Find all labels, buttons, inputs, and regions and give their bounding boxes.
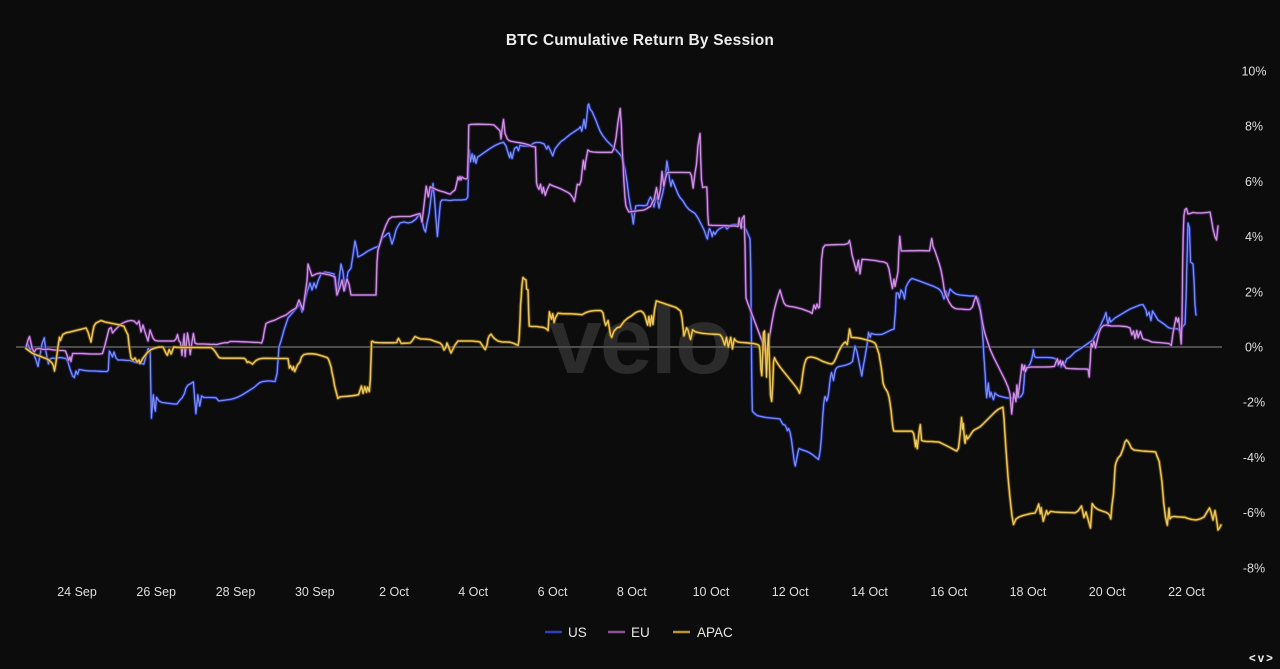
- svg-text:18 Oct: 18 Oct: [1010, 585, 1047, 599]
- svg-text:-6%: -6%: [1243, 506, 1265, 520]
- svg-text:28 Sep: 28 Sep: [216, 585, 256, 599]
- svg-text:-8%: -8%: [1243, 561, 1265, 575]
- svg-text:-2%: -2%: [1243, 396, 1265, 410]
- svg-text:14 Oct: 14 Oct: [851, 585, 888, 599]
- svg-text:US: US: [568, 625, 587, 640]
- svg-text:6%: 6%: [1245, 175, 1263, 189]
- svg-text:8 Oct: 8 Oct: [617, 585, 647, 599]
- svg-text:4%: 4%: [1245, 230, 1263, 244]
- svg-text:6 Oct: 6 Oct: [538, 585, 568, 599]
- svg-text:BTC Cumulative Return By Sessi: BTC Cumulative Return By Session: [506, 32, 774, 49]
- svg-text:20 Oct: 20 Oct: [1089, 585, 1126, 599]
- svg-text:30 Sep: 30 Sep: [295, 585, 335, 599]
- svg-text:26 Sep: 26 Sep: [136, 585, 176, 599]
- svg-text:22 Oct: 22 Oct: [1168, 585, 1205, 599]
- svg-text:EU: EU: [631, 625, 650, 640]
- svg-text:APAC: APAC: [697, 625, 733, 640]
- svg-text:24 Sep: 24 Sep: [57, 585, 97, 599]
- svg-text:8%: 8%: [1245, 120, 1263, 134]
- svg-text:10 Oct: 10 Oct: [693, 585, 730, 599]
- svg-text:4 Oct: 4 Oct: [458, 585, 488, 599]
- svg-text:-4%: -4%: [1243, 451, 1265, 465]
- svg-text:0%: 0%: [1245, 341, 1263, 355]
- svg-text:velo: velo: [549, 288, 731, 394]
- svg-text:2%: 2%: [1245, 285, 1263, 299]
- svg-text:12 Oct: 12 Oct: [772, 585, 809, 599]
- svg-text:<v>: <v>: [1249, 653, 1275, 665]
- svg-text:16 Oct: 16 Oct: [930, 585, 967, 599]
- svg-text:2 Oct: 2 Oct: [379, 585, 409, 599]
- svg-text:10%: 10%: [1241, 65, 1266, 79]
